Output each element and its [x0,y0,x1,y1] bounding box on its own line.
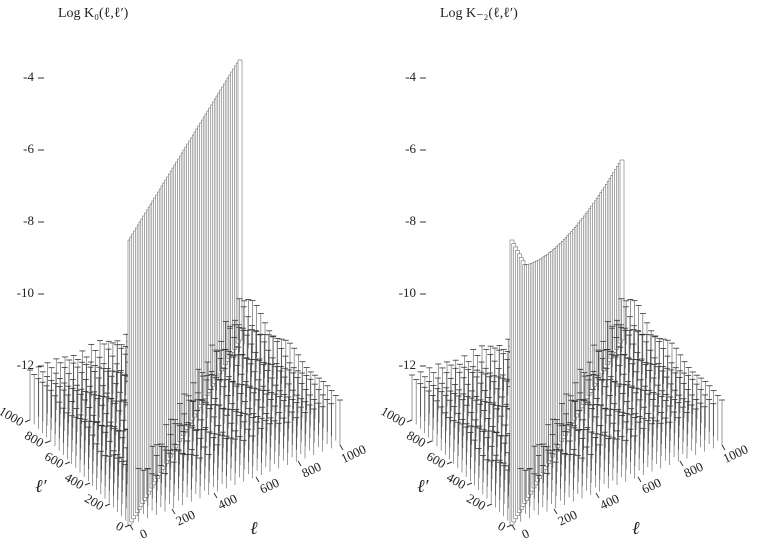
x-tick-label: 800 [681,459,705,481]
y-tick-label: 0 [495,518,508,534]
y-tick-label: 1000 [0,403,27,429]
x-axis-label: ℓ [250,518,258,538]
y-tick-label: 200 [82,490,106,513]
y-tick [124,524,131,528]
panel-title: Log K₋₂(ℓ,ℓ′) [440,6,518,21]
x-tick-label: 800 [299,459,323,481]
ridge-wall [237,59,243,341]
z-tick-label: -12 [399,357,416,372]
x-tick-label: 600 [639,475,663,497]
x-tick [297,460,302,467]
y-tick [104,503,111,507]
x-tick-label: 0 [137,525,149,541]
x-tick [171,508,176,515]
y-tick [486,503,493,507]
y-axis-label: ℓ′ [35,476,47,496]
panel-title: Log K₀(ℓ,ℓ′) [58,6,129,21]
x-tick-label: 200 [173,507,197,529]
y-tick [406,419,413,423]
y-tick [506,524,513,528]
y-tick-label: 0 [113,518,126,534]
y-tick [44,440,51,444]
z-tick-label: -4 [405,69,416,84]
y-tick [84,482,91,486]
x-tick-label: 600 [257,475,281,497]
panel: Log K₀(ℓ,ℓ′)-4-6-8-10-120200400600800100… [0,6,368,542]
x-tick [553,508,558,515]
x-tick [637,476,642,483]
y-tick [446,461,453,465]
ridge-wall [619,159,625,341]
z-tick-label: -6 [405,141,416,156]
x-tick-label: 1000 [720,441,750,466]
x-tick [595,492,600,499]
panel: Log K₋₂(ℓ,ℓ′)-4-6-8-10-12020040060080010… [378,6,750,542]
x-tick-label: 400 [215,491,239,513]
y-tick-label: 600 [42,448,66,471]
x-tick-label: 1000 [338,441,368,466]
x-axis-label: ℓ [632,518,640,538]
x-tick-label: 0 [519,525,531,541]
y-tick-label: 800 [22,427,46,450]
y-tick-label: 800 [404,427,428,450]
z-tick-label: -4 [23,69,34,84]
z-tick-label: -10 [399,285,416,300]
y-tick-label: 600 [424,448,448,471]
x-tick [213,492,218,499]
x-tick [129,524,134,531]
x-tick-label: 400 [597,491,621,513]
y-tick-label: 400 [444,469,468,492]
y-tick-label: 1000 [378,403,408,429]
x-tick [511,524,516,531]
y-tick [24,419,31,423]
y-tick-label: 400 [62,469,86,492]
z-tick-label: -12 [17,357,34,372]
y-tick-label: 200 [464,490,488,513]
y-tick [64,461,71,465]
y-tick [466,482,473,486]
x-tick [679,460,684,467]
z-tick-label: -8 [405,213,416,228]
y-axis-label: ℓ′ [417,476,429,496]
z-tick-label: -8 [23,213,34,228]
x-tick [339,444,344,451]
y-tick [426,440,433,444]
z-tick-label: -10 [17,285,34,300]
x-tick [255,476,260,483]
z-tick-label: -6 [23,141,34,156]
x-tick [721,444,726,451]
x-tick-label: 200 [555,507,579,529]
